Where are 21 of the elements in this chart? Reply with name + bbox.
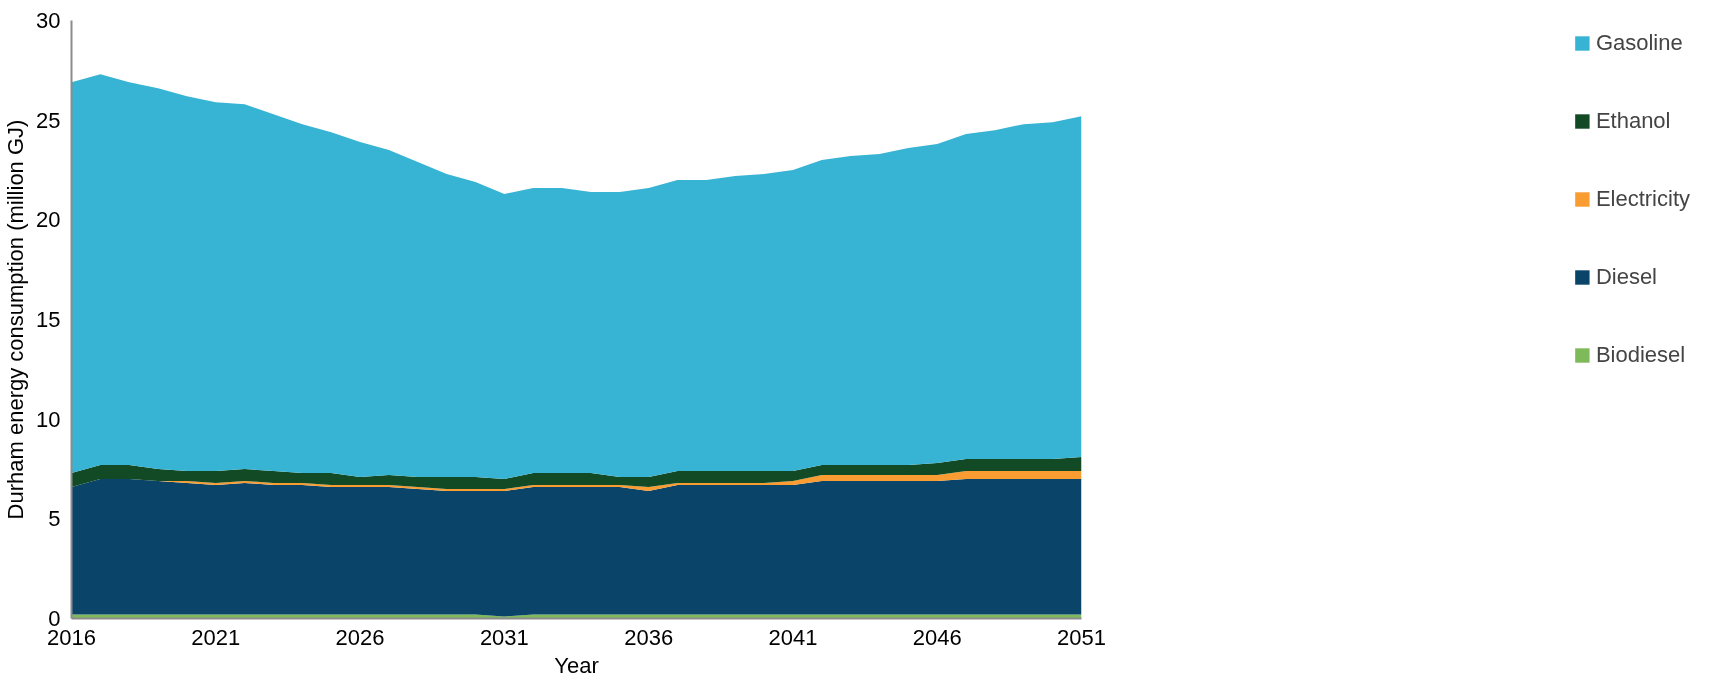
x-axis-title: Year xyxy=(554,652,599,678)
y-tick-label: 5 xyxy=(48,506,61,532)
x-tick-label: 2031 xyxy=(479,624,529,650)
x-tick-label: 2036 xyxy=(624,624,674,650)
x-tick-label: 2046 xyxy=(912,624,962,650)
x-tick-label: 2051 xyxy=(1057,624,1106,650)
y-tick-label: 20 xyxy=(36,207,61,233)
legend-label: Diesel xyxy=(1595,264,1658,290)
y-tick-label: 15 xyxy=(36,307,61,332)
y-axis-title: Durham energy consumption (million GJ) xyxy=(3,119,29,520)
x-tick-label: 2041 xyxy=(768,624,818,650)
legend-label: Ethanol xyxy=(1595,108,1671,134)
x-tick-label: 2026 xyxy=(335,624,385,650)
y-tick-label: 0 xyxy=(48,606,61,631)
y-tick-label: 25 xyxy=(36,107,61,133)
legend-label: Gasoline xyxy=(1595,30,1683,56)
y-tick-label: 10 xyxy=(36,406,61,432)
legend-label: Biodiesel xyxy=(1595,342,1686,368)
legend-label: Electricity xyxy=(1595,186,1690,212)
y-tick-label: 30 xyxy=(36,8,61,33)
x-tick-label: 2021 xyxy=(191,624,241,650)
